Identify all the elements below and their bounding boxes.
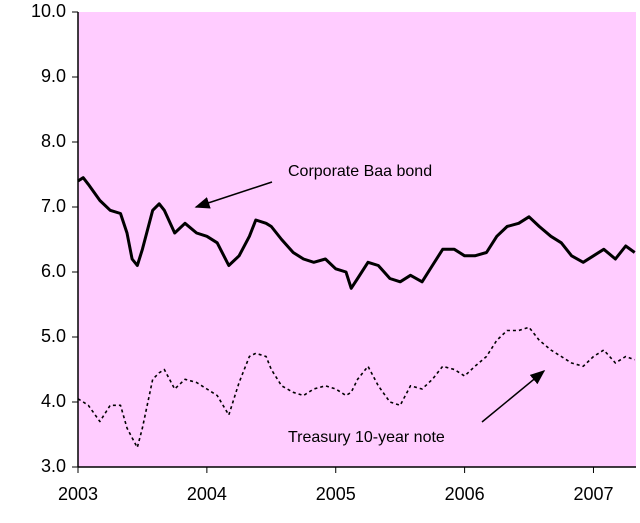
x-tick-label: 2006 (445, 484, 485, 504)
y-tick-label: 8.0 (41, 131, 66, 151)
y-tick-label: 7.0 (41, 196, 66, 216)
x-tick-label: 2005 (316, 484, 356, 504)
y-tick-label: 9.0 (41, 66, 66, 86)
annotation: Treasury 10-year note (288, 429, 445, 446)
y-tick-label: 3.0 (41, 456, 66, 476)
y-tick-label: 10.0 (31, 1, 66, 21)
y-tick-label: 4.0 (41, 391, 66, 411)
annotation-arrow (194, 181, 273, 209)
x-tick-label: 2004 (187, 484, 227, 504)
annotation: Corporate Baa bond (288, 163, 432, 180)
y-tick-label: 6.0 (41, 261, 66, 281)
x-tick-label: 2003 (58, 484, 98, 504)
plot-area (78, 12, 636, 467)
annotation-arrow (481, 370, 546, 423)
y-tick-label: 5.0 (41, 326, 66, 346)
x-tick-label: 2007 (573, 484, 613, 504)
line-series (77, 176, 636, 290)
